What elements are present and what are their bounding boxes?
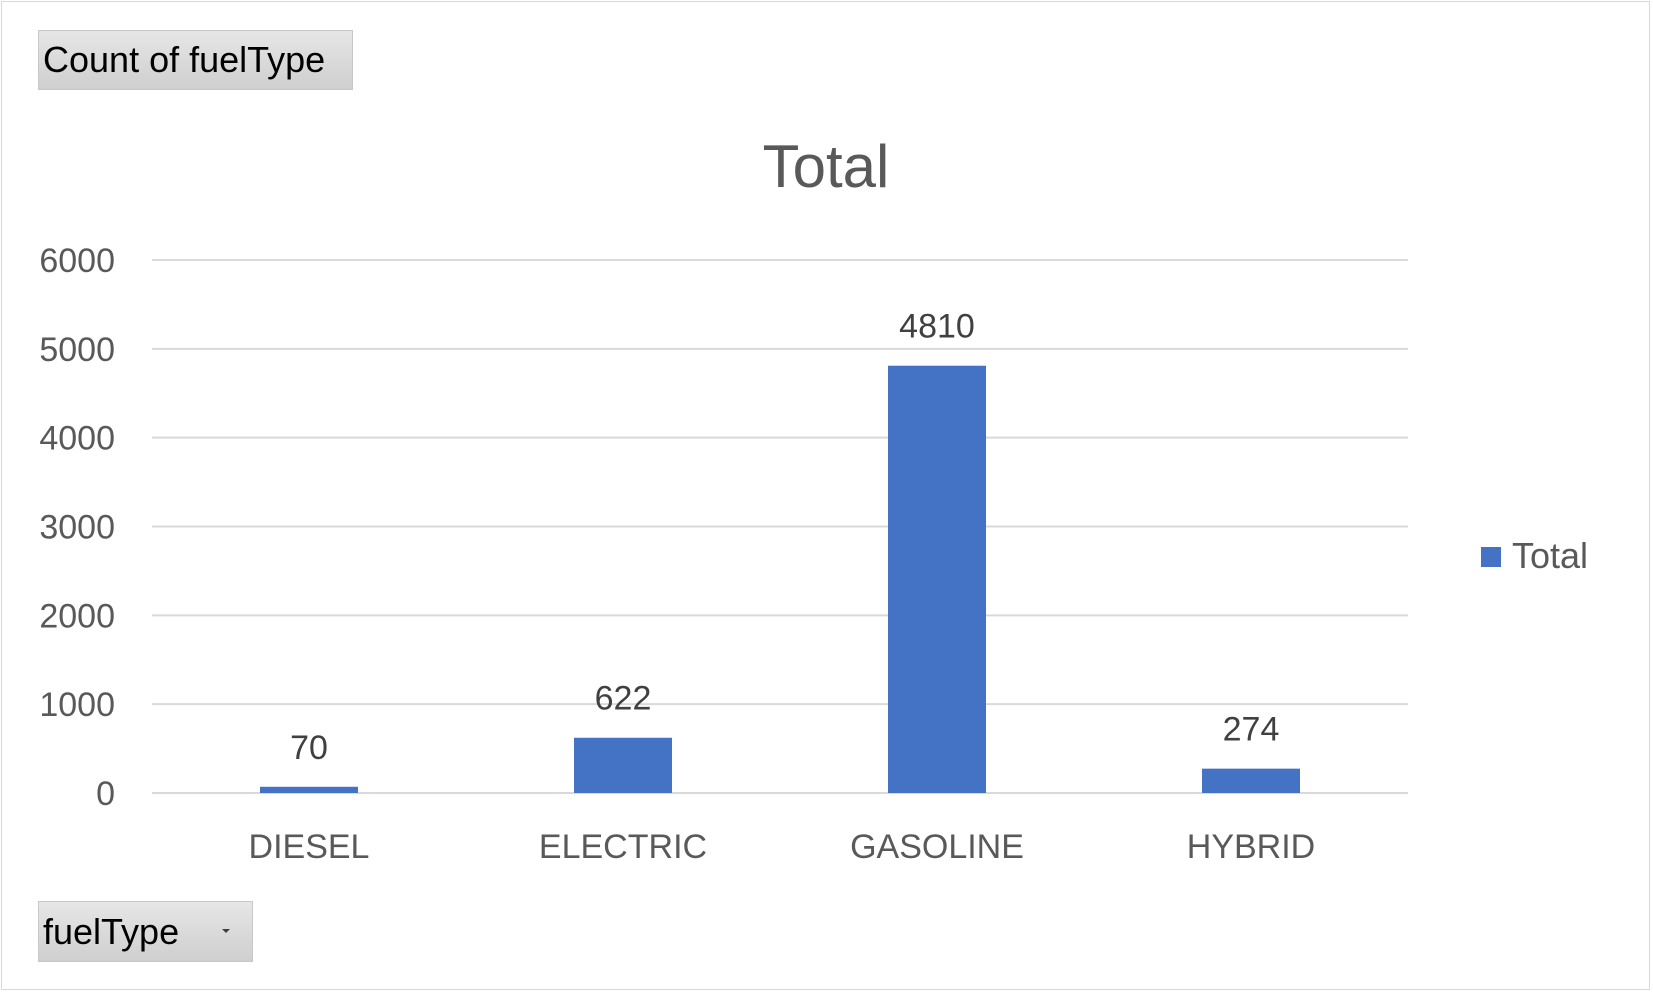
- y-tick-label: 5000: [39, 331, 115, 369]
- category-label: HYBRID: [1187, 828, 1315, 866]
- value-field-button[interactable]: Count of fuelType: [38, 30, 353, 90]
- category-label: GASOLINE: [850, 828, 1024, 866]
- y-tick-label: 6000: [39, 242, 115, 280]
- bar[interactable]: [260, 786, 358, 793]
- data-label: 622: [595, 680, 652, 718]
- category-label: ELECTRIC: [539, 828, 707, 866]
- bar-series-total: [260, 365, 1300, 793]
- legend[interactable]: Total: [1481, 535, 1588, 576]
- bar[interactable]: [888, 365, 986, 793]
- bar[interactable]: [1202, 768, 1300, 793]
- legend-label: Total: [1512, 535, 1588, 576]
- gridlines: [152, 259, 1408, 794]
- legend-swatch: [1481, 547, 1501, 567]
- data-label: 70: [290, 729, 328, 767]
- value-field-label: Count of fuelType: [43, 39, 326, 80]
- y-tick-label: 4000: [39, 420, 115, 458]
- y-tick-label: 0: [96, 775, 115, 813]
- y-tick-label: 3000: [39, 509, 115, 547]
- data-labels: 70 622 4810 274: [290, 308, 1279, 767]
- chart-title: Total: [763, 133, 890, 200]
- data-label: 274: [1223, 711, 1280, 749]
- bar[interactable]: [574, 737, 672, 793]
- data-label: 4810: [899, 308, 975, 346]
- axis-field-button[interactable]: fuelType: [38, 901, 253, 962]
- axis-field-label: fuelType: [43, 910, 180, 952]
- dropdown-arrow-icon[interactable]: [222, 929, 230, 933]
- y-axis-tick-labels: 0 1000 2000 3000 4000 5000 6000: [39, 242, 115, 813]
- y-tick-label: 1000: [39, 686, 115, 724]
- y-tick-label: 2000: [39, 597, 115, 635]
- x-axis-category-labels: DIESEL ELECTRIC GASOLINE HYBRID: [249, 828, 1316, 866]
- category-label: DIESEL: [249, 828, 370, 866]
